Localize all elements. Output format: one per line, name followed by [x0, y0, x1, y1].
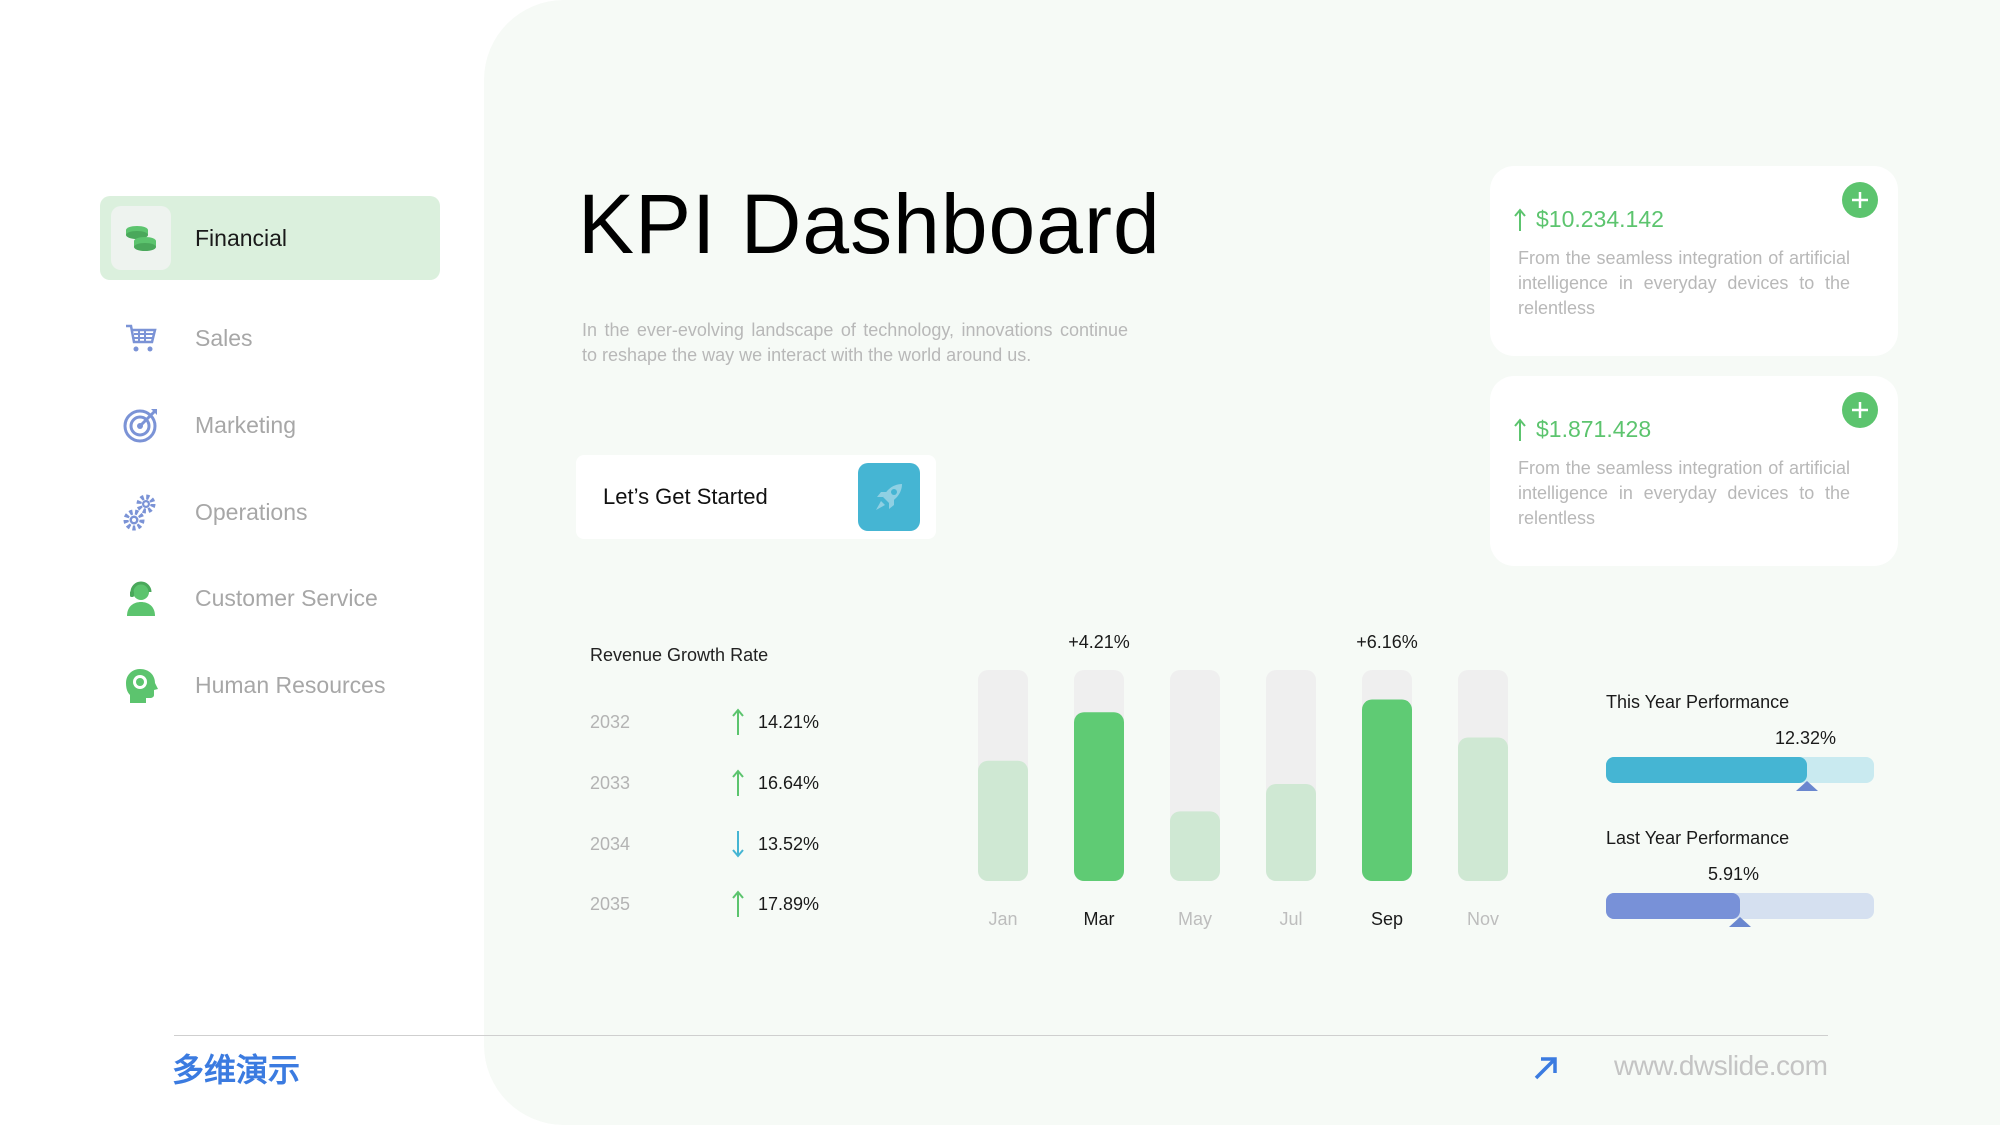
- bar-jan: [978, 760, 1028, 881]
- this-year-progress-fill: [1606, 757, 1807, 783]
- bar-nov: [1458, 737, 1508, 881]
- arrow-up-icon: [732, 708, 744, 735]
- sidebar-item-sales[interactable]: Sales: [100, 296, 440, 380]
- intro-text: In the ever-evolving landscape of techno…: [582, 320, 1128, 365]
- revenue-row: 2034 13.52%: [590, 830, 850, 860]
- arrow-down-icon: [732, 831, 744, 858]
- last-year-progress: [1606, 893, 1874, 919]
- revenue-value: 16.64%: [758, 773, 820, 793]
- sidebar-item-label: Operations: [195, 498, 308, 525]
- arrow-up-icon: [732, 769, 744, 796]
- revenue-row: 2033 16.64%: [590, 769, 850, 799]
- this-year-marker: [1796, 781, 1818, 791]
- last-year-label: Last Year Performance: [1606, 828, 1790, 848]
- rocket-icon[interactable]: [858, 463, 920, 531]
- data-label: +6.16%: [1356, 632, 1418, 652]
- sidebar-item-label: Human Resources: [195, 671, 386, 698]
- headset-agent-icon: [111, 566, 171, 630]
- target-icon: [111, 393, 171, 457]
- sidebar-item-customer-service[interactable]: Customer Service: [100, 556, 440, 640]
- head-brain-icon: [111, 653, 171, 717]
- website-link[interactable]: www.dwslide.com: [1614, 1050, 1828, 1081]
- sidebar-item-human-resources[interactable]: Human Resources: [100, 643, 440, 727]
- coins-icon: [111, 206, 171, 270]
- get-started-label: Let’s Get Started: [603, 484, 768, 509]
- revenue-year: 2035: [590, 894, 631, 914]
- bar-may: [1170, 811, 1220, 881]
- revenue-year: 2034: [590, 834, 631, 854]
- this-year-progress: [1606, 757, 1874, 783]
- page-title: KPI Dashboard: [578, 177, 1161, 271]
- gears-icon: [111, 480, 171, 544]
- plus-icon[interactable]: [1842, 182, 1878, 218]
- data-label: +4.21%: [1068, 632, 1130, 652]
- last-year-value: 5.91%: [1708, 864, 1760, 884]
- this-year-value: 12.32%: [1775, 728, 1837, 748]
- bar-jul: [1266, 783, 1316, 881]
- brand-logo-text: 多维演示: [172, 1052, 301, 1088]
- kpi-card: $1.871.428 From the seamless integration…: [1490, 376, 1898, 566]
- kpi-card: $10.234.142 From the seamless integratio…: [1490, 166, 1898, 356]
- x-tick-label: Jul: [1279, 909, 1302, 929]
- x-tick-label: Nov: [1467, 909, 1499, 929]
- x-tick-label: Mar: [1084, 909, 1115, 929]
- x-tick-label: May: [1178, 909, 1212, 929]
- x-tick-label: Jan: [988, 909, 1017, 929]
- monthly-bar-chart: Jan Mar May Jul Sep Nov +4.21% +6.16%: [978, 632, 1508, 929]
- arrow-up-icon: [1514, 417, 1526, 441]
- last-year-progress-fill: [1606, 893, 1740, 919]
- footer-divider: [174, 1035, 1828, 1036]
- cart-icon: [111, 306, 171, 370]
- sidebar-item-marketing[interactable]: Marketing: [100, 383, 440, 467]
- kpi-value: $1.871.428: [1536, 416, 1652, 442]
- revenue-year: 2033: [590, 773, 631, 793]
- sidebar-item-label: Financial: [195, 224, 288, 251]
- arrow-up-icon: [732, 890, 744, 917]
- last-year-marker: [1729, 917, 1751, 927]
- revenue-value: 13.52%: [758, 834, 820, 854]
- x-tick-label: Sep: [1371, 909, 1403, 929]
- revenue-year: 2032: [590, 712, 631, 732]
- arrow-up-right-icon[interactable]: [1532, 1054, 1560, 1082]
- this-year-label: This Year Performance: [1606, 692, 1790, 712]
- revenue-value: 14.21%: [758, 712, 820, 732]
- sidebar-item-label: Sales: [195, 324, 253, 351]
- revenue-row: 2035 17.89%: [590, 890, 850, 920]
- plus-icon[interactable]: [1842, 392, 1878, 428]
- kpi-value: $10.234.142: [1536, 206, 1664, 232]
- arrow-up-icon: [1514, 207, 1526, 231]
- revenue-title: Revenue Growth Rate: [590, 645, 769, 665]
- sidebar-item-label: Customer Service: [195, 584, 378, 611]
- bar-sep: [1362, 699, 1412, 881]
- sidebar-item-label: Marketing: [195, 411, 296, 438]
- bar-mar: [1074, 712, 1124, 881]
- revenue-row: 2032 14.21%: [590, 708, 850, 738]
- kpi-description: From the seamless integration of artific…: [1518, 248, 1850, 318]
- get-started-button[interactable]: Let’s Get Started: [576, 455, 936, 539]
- kpi-description: From the seamless integration of artific…: [1518, 458, 1850, 528]
- sidebar-item-operations[interactable]: Operations: [100, 470, 440, 554]
- sidebar-item-financial[interactable]: Financial: [100, 196, 440, 280]
- revenue-value: 17.89%: [758, 894, 820, 914]
